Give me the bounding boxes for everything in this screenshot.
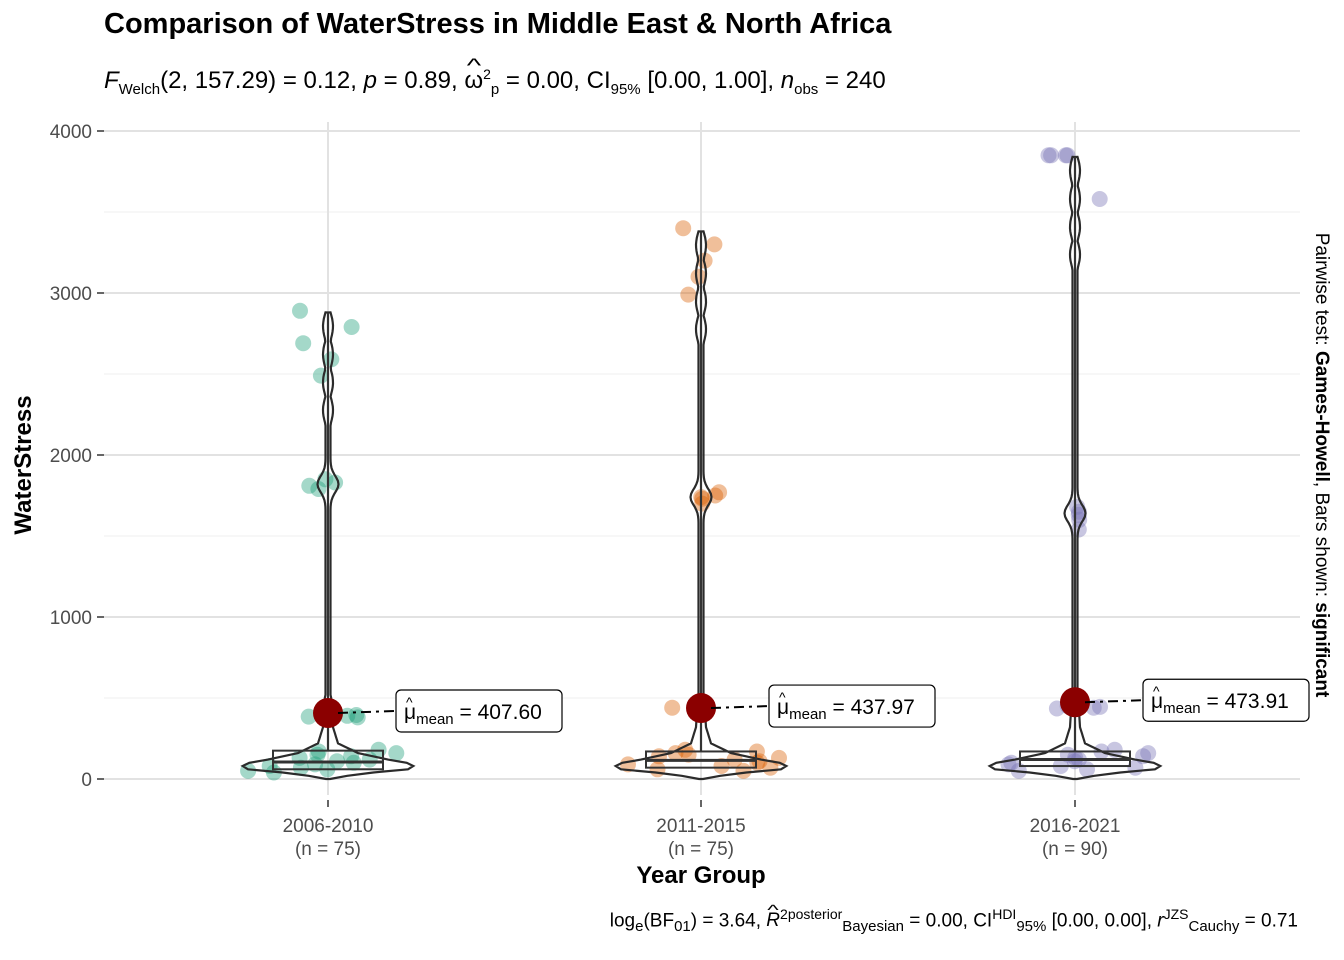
data-point xyxy=(292,759,309,776)
mean-leader-line xyxy=(710,705,770,710)
violin xyxy=(613,230,789,781)
data-point xyxy=(343,319,360,335)
data-point xyxy=(1057,147,1074,164)
mean-point xyxy=(1060,687,1090,718)
data-point xyxy=(690,268,707,285)
data-point xyxy=(649,761,666,778)
x-axis-label: Year Group xyxy=(636,862,766,889)
mean-label: μmean = 407.60 xyxy=(404,701,542,728)
data-point xyxy=(1040,147,1057,164)
data-point xyxy=(301,477,318,494)
data-point xyxy=(300,708,317,725)
group-2016-2021: μmean = 473.91^ xyxy=(987,147,1310,781)
y-tick-label: 3000 xyxy=(50,284,92,305)
data-point xyxy=(664,699,681,716)
x-tick-count: (n = 75) xyxy=(668,839,734,860)
mean-label-box xyxy=(1142,678,1310,722)
pairwise-test-label: Pairwise test: Games-Howell, Bars shown:… xyxy=(1311,232,1332,698)
data-point xyxy=(1067,749,1084,766)
groups: μmean = 407.60^ μmean = 437.97^ μmean = 47… xyxy=(240,147,1310,781)
data-point xyxy=(680,286,697,303)
mean-hat: ^ xyxy=(406,694,413,710)
mean-label-box xyxy=(768,684,936,728)
x-tick-label: 2011-2015 xyxy=(656,816,745,837)
violin xyxy=(240,311,416,781)
data-point xyxy=(677,741,694,758)
data-point xyxy=(735,762,752,779)
y-axis: 0 1000 2000 3000 4000 xyxy=(50,122,104,791)
x-tick-label: 2016-2021 xyxy=(1030,816,1121,837)
mean-leader-line xyxy=(337,709,397,714)
mean-hat: ^ xyxy=(779,689,786,705)
x-tick-count: (n = 75) xyxy=(295,839,361,860)
data-point xyxy=(1092,698,1108,715)
data-point xyxy=(295,335,312,352)
y-tick-label: 0 xyxy=(81,770,92,791)
mean-label: μmean = 473.91 xyxy=(1151,690,1289,717)
x-axis: 2006-2010(n = 75)2011-2015(n = 75)2016-2… xyxy=(283,800,1121,860)
data-point xyxy=(292,302,308,319)
mean-point xyxy=(686,693,716,724)
data-point xyxy=(1091,191,1108,207)
y-tick-label: 1000 xyxy=(50,608,92,629)
violin xyxy=(987,155,1163,781)
mean-label-box xyxy=(395,689,563,733)
y-tick-label: 4000 xyxy=(50,122,92,143)
group-2006-2010: μmean = 407.60^ xyxy=(240,302,563,781)
data-point xyxy=(348,707,365,723)
group-2011-2015: μmean = 437.97^ xyxy=(613,220,936,781)
x-tick-label: 2006-2010 xyxy=(283,816,374,837)
mean-label: μmean = 437.97 xyxy=(777,696,915,723)
chart-title: Comparison of WaterStress in Middle East… xyxy=(104,8,892,40)
data-point xyxy=(1140,745,1157,762)
data-point xyxy=(675,220,692,237)
data-point xyxy=(713,758,730,774)
y-tick-label: 2000 xyxy=(50,446,92,467)
data-point xyxy=(388,745,405,762)
data-point xyxy=(1079,761,1095,778)
data-point xyxy=(706,236,723,253)
mean-leader-line xyxy=(1084,699,1144,704)
x-tick-count: (n = 90) xyxy=(1042,839,1108,860)
box xyxy=(272,749,384,771)
data-point xyxy=(711,484,728,501)
data-point xyxy=(694,490,711,507)
bayes-caption: loge(BF01) = 3.64, R2posteriorBayesian =… xyxy=(610,906,1298,935)
chart-subtitle: FWelch(2, 157.29) = 0.12, p = 0.89, ω2p … xyxy=(104,66,886,98)
data-point xyxy=(312,367,329,384)
y-axis-label: WaterStress xyxy=(10,395,37,535)
mean-point xyxy=(313,697,343,728)
data-point xyxy=(1043,147,1060,164)
mean-hat: ^ xyxy=(1153,683,1160,699)
